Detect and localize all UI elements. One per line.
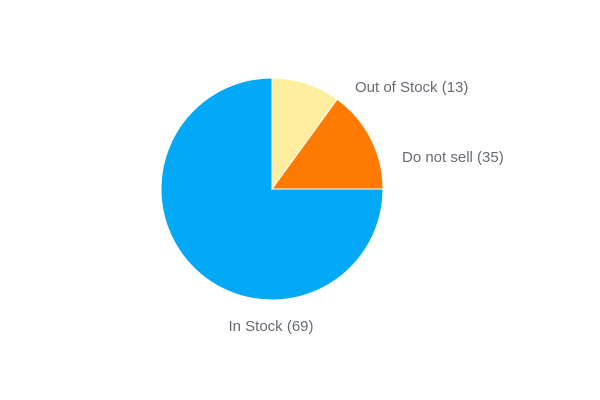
pie-labels: In Stock (69) Do not sell (35) Out of Stoc… [228,79,503,335]
pie-label-out-of-stock: Out of Stock (13) [355,79,468,96]
pie-label-in-stock: In Stock (69) [228,318,313,335]
pie-slice-out-of-stock [271,98,384,190]
pie-slices [160,77,384,301]
pie-label-do-not-sell: Do not sell (35) [402,149,504,166]
